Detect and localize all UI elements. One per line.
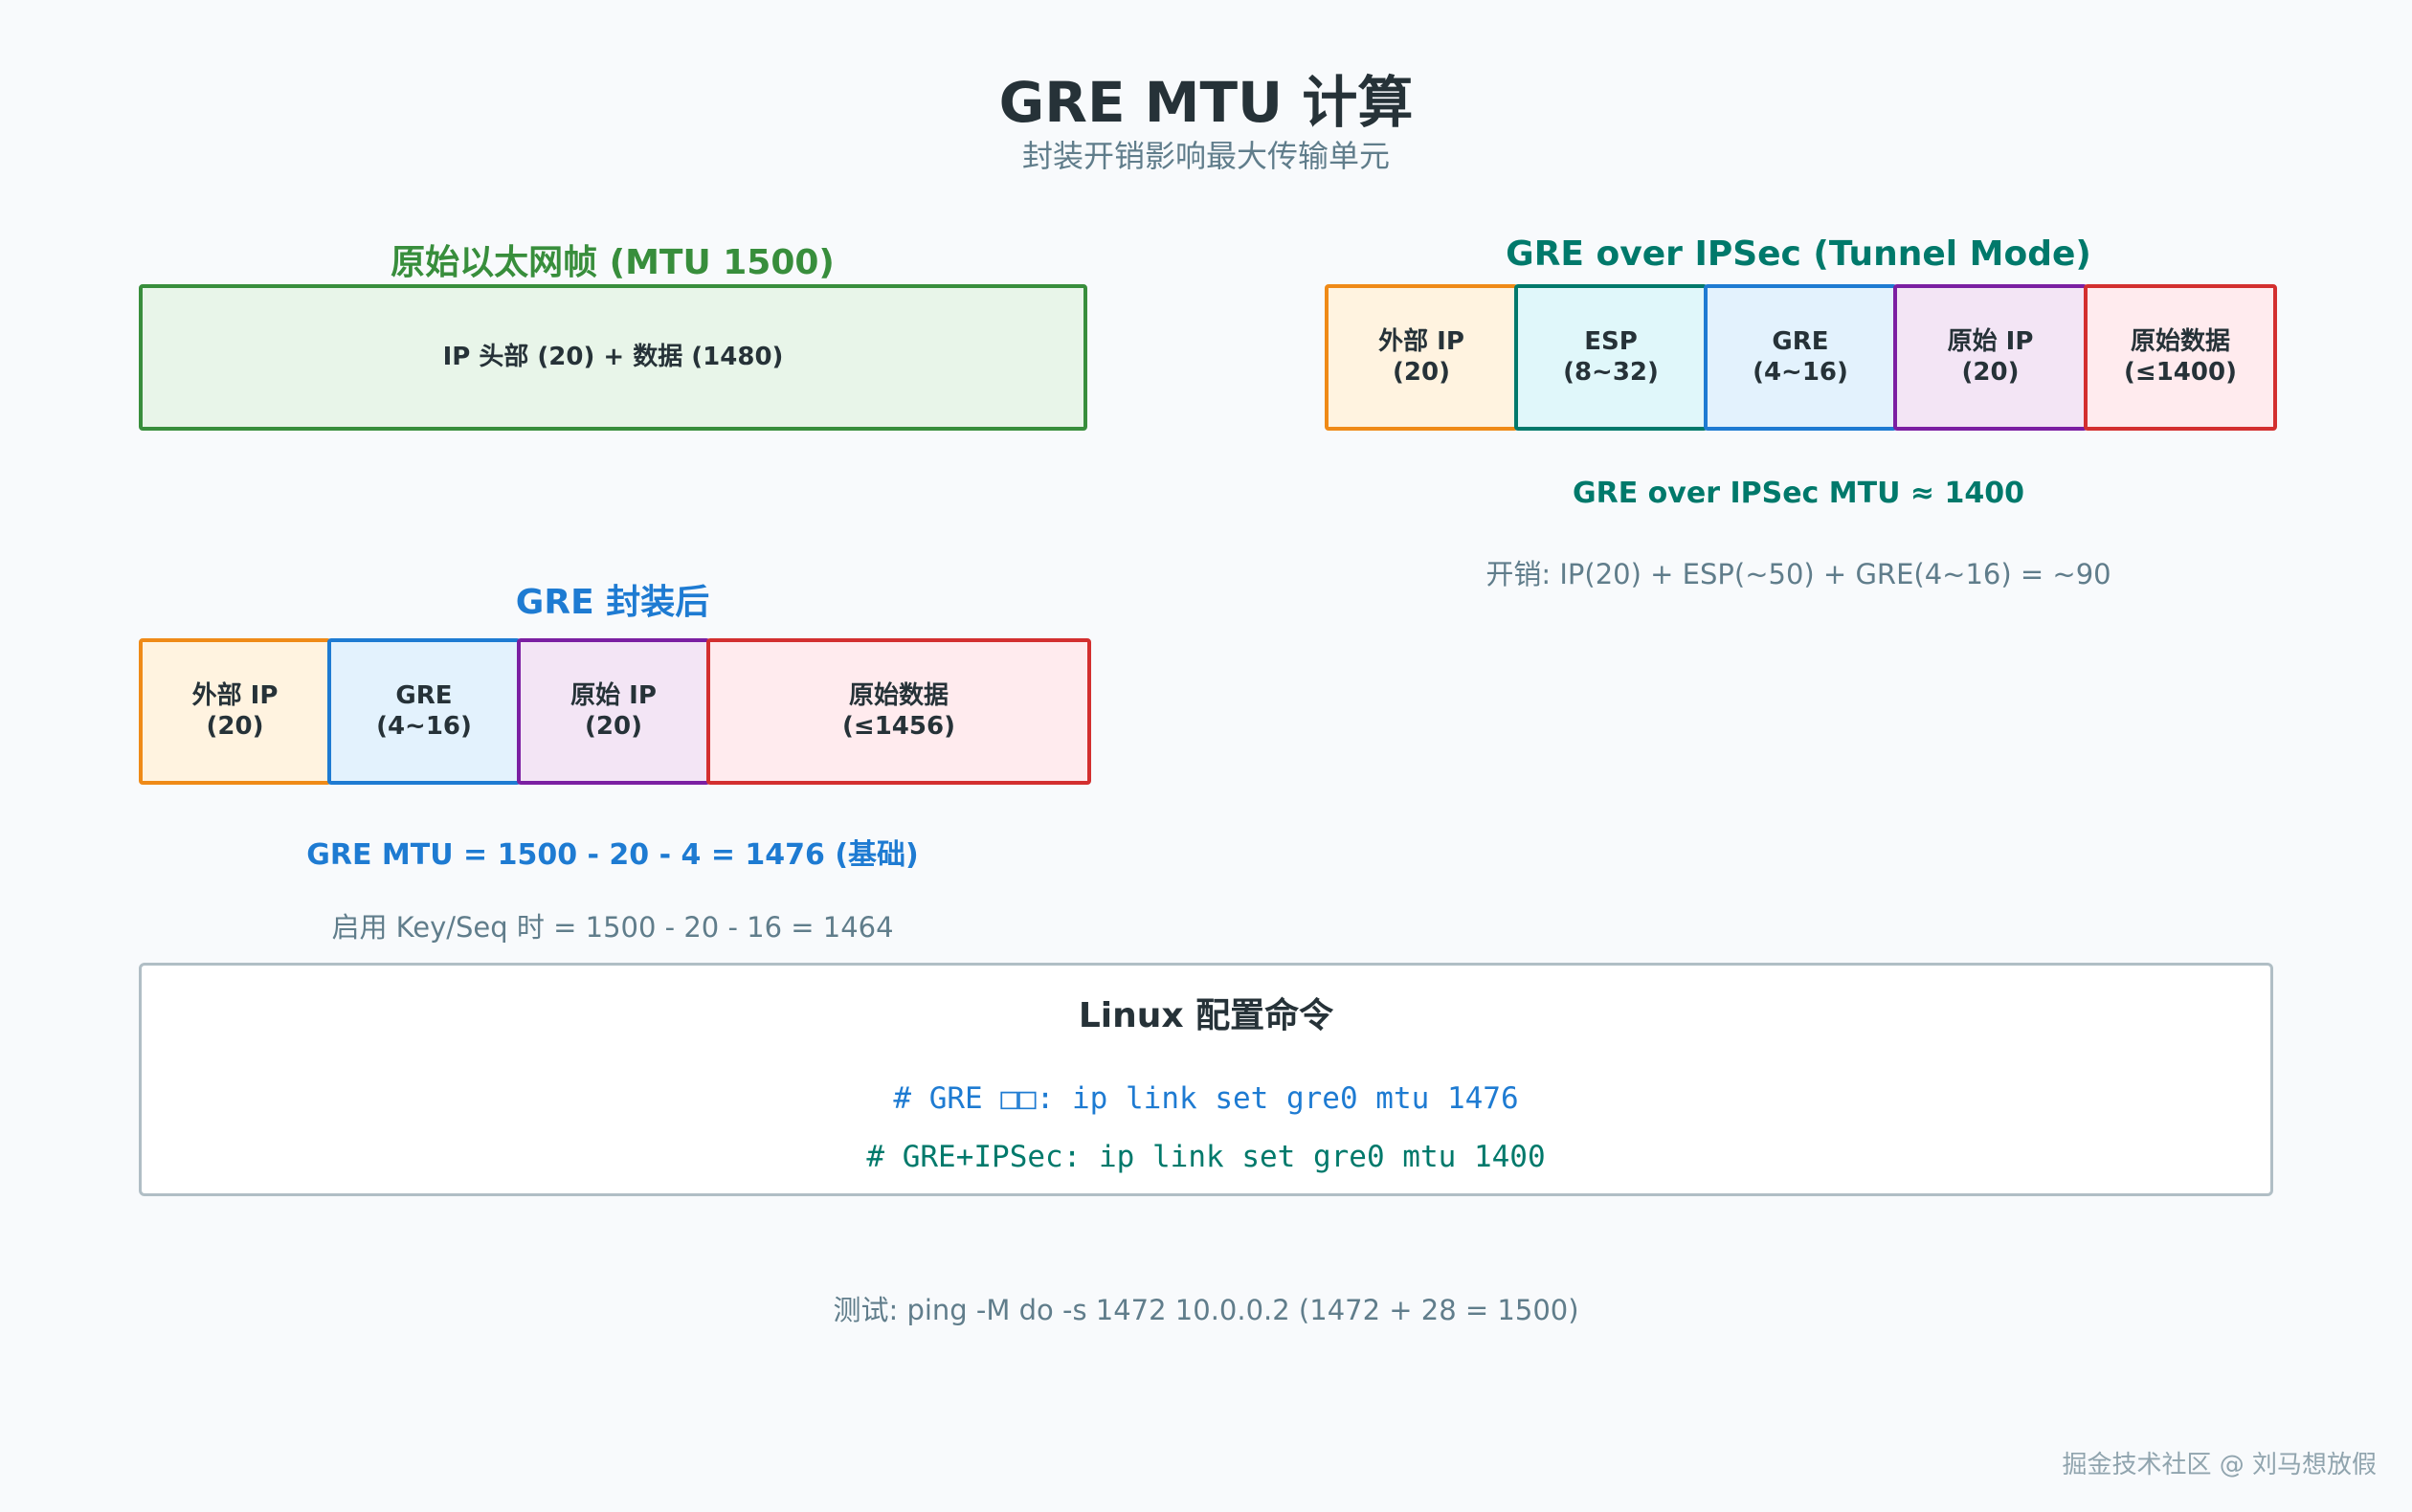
segment-box: 原始数据 (≤1400) (2084, 284, 2277, 431)
gre-keyseq-formula: 启用 Key/Seq 时 = 1500 - 20 - 16 = 1464 (331, 911, 894, 944)
page-subtitle: 封装开销影响最大传输单元 (1021, 138, 1391, 174)
segment-box: GRE (4~16) (1704, 284, 1897, 431)
ethernet-frame-box: IP 头部 (20) + 数据 (1480) (139, 284, 1087, 431)
linux-cmd-ipsec: # GRE+IPSec: ip link set gre0 mtu 1400 (866, 1140, 1546, 1174)
page-title: GRE MTU 计算 (998, 70, 1414, 135)
segment-box: 原始数据 (≤1456) (706, 638, 1091, 785)
linux-cmd-gre: # GRE □□: ip link set gre0 mtu 1476 (893, 1081, 1519, 1116)
segment-box: 外部 IP (20) (1325, 284, 1518, 431)
linux-config-panel (139, 963, 2273, 1196)
segment-box: 外部 IP (20) (139, 638, 331, 785)
ping-test-note: 测试: ping -M do -s 1472 10.0.0.2 (1472 + … (833, 1294, 1579, 1326)
ipsec-mtu: GRE over IPSec MTU ≈ 1400 (1573, 477, 2024, 510)
segment-box: 原始 IP (20) (1893, 284, 2088, 431)
ipsec-heading: GRE over IPSec (Tunnel Mode) (1506, 234, 2091, 274)
ethernet-heading: 原始以太网帧 (MTU 1500) (391, 243, 835, 282)
ipsec-overhead: 开销: IP(20) + ESP(~50) + GRE(4~16) = ~90 (1485, 558, 2111, 590)
linux-heading: Linux 配置命令 (1078, 996, 1334, 1035)
segment-box: 原始 IP (20) (517, 638, 710, 785)
segment-box: GRE (4~16) (327, 638, 521, 785)
gre-mtu-formula: GRE MTU = 1500 - 20 - 4 = 1476 (基础) (306, 838, 919, 872)
watermark: 掘金技术社区 @ 刘马想放假 (2062, 1451, 2377, 1479)
segment-box: ESP (8~32) (1514, 284, 1708, 431)
gre-heading: GRE 封装后 (515, 583, 710, 622)
